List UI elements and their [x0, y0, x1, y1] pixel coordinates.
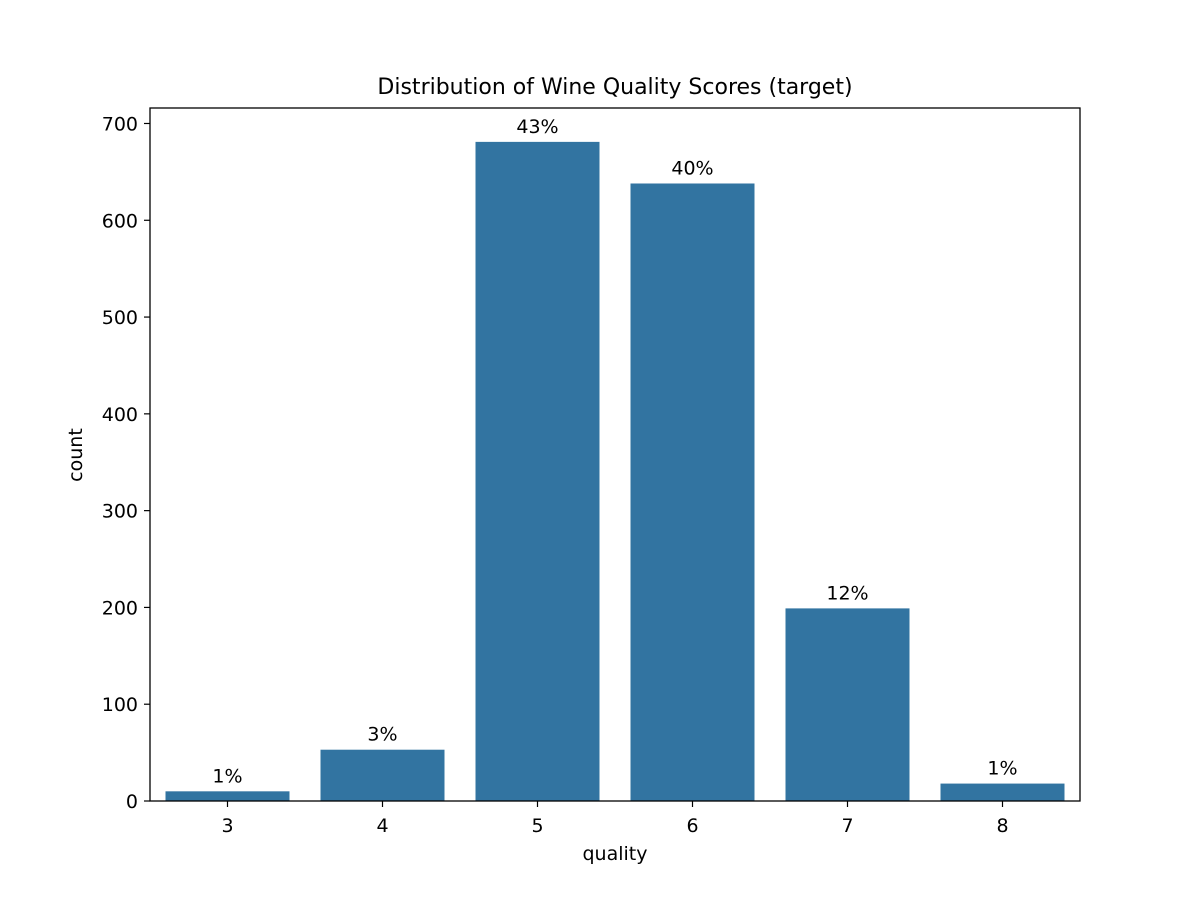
data-label-5: 43%: [516, 116, 558, 138]
x-axis: 3 4 5 6 7 8: [221, 801, 1009, 837]
data-label-6: 40%: [671, 157, 713, 179]
data-label-4: 3%: [367, 724, 397, 746]
bars-layer: [165, 141, 1065, 802]
y-tick-label-500: 500: [102, 307, 138, 329]
data-label-8: 1%: [987, 758, 1017, 780]
y-tick-label-200: 200: [102, 597, 138, 619]
x-tick-label-8: 8: [996, 815, 1008, 837]
bar-7: [785, 608, 910, 801]
y-axis-label: count: [65, 428, 87, 482]
y-axis: 0 100 200 300 400 500 600 700: [102, 113, 150, 813]
bar-3: [165, 791, 290, 801]
x-axis-label: quality: [583, 843, 648, 865]
y-tick-label-400: 400: [102, 404, 138, 426]
bar-5: [475, 141, 600, 801]
x-tick-label-3: 3: [221, 815, 233, 837]
y-tick-label-300: 300: [102, 501, 138, 523]
y-tick-label-600: 600: [102, 210, 138, 232]
data-label-3: 1%: [212, 765, 242, 787]
bar-4: [320, 749, 445, 801]
chart-title: Distribution of Wine Quality Scores (tar…: [377, 75, 852, 100]
x-tick-label-7: 7: [841, 815, 853, 837]
x-tick-label-5: 5: [531, 815, 543, 837]
plot-frame: [149, 107, 1081, 802]
x-tick-label-4: 4: [376, 815, 388, 837]
y-tick-label-0: 0: [126, 791, 138, 813]
y-tick-label-100: 100: [102, 694, 138, 716]
data-label-7: 12%: [826, 582, 868, 604]
y-tick-label-700: 700: [102, 113, 138, 135]
bar-8: [940, 783, 1065, 801]
data-labels-layer: 1% 3% 43% 40% 12% 1%: [212, 116, 1017, 787]
x-tick-label-6: 6: [686, 815, 698, 837]
bar-6: [630, 183, 755, 802]
